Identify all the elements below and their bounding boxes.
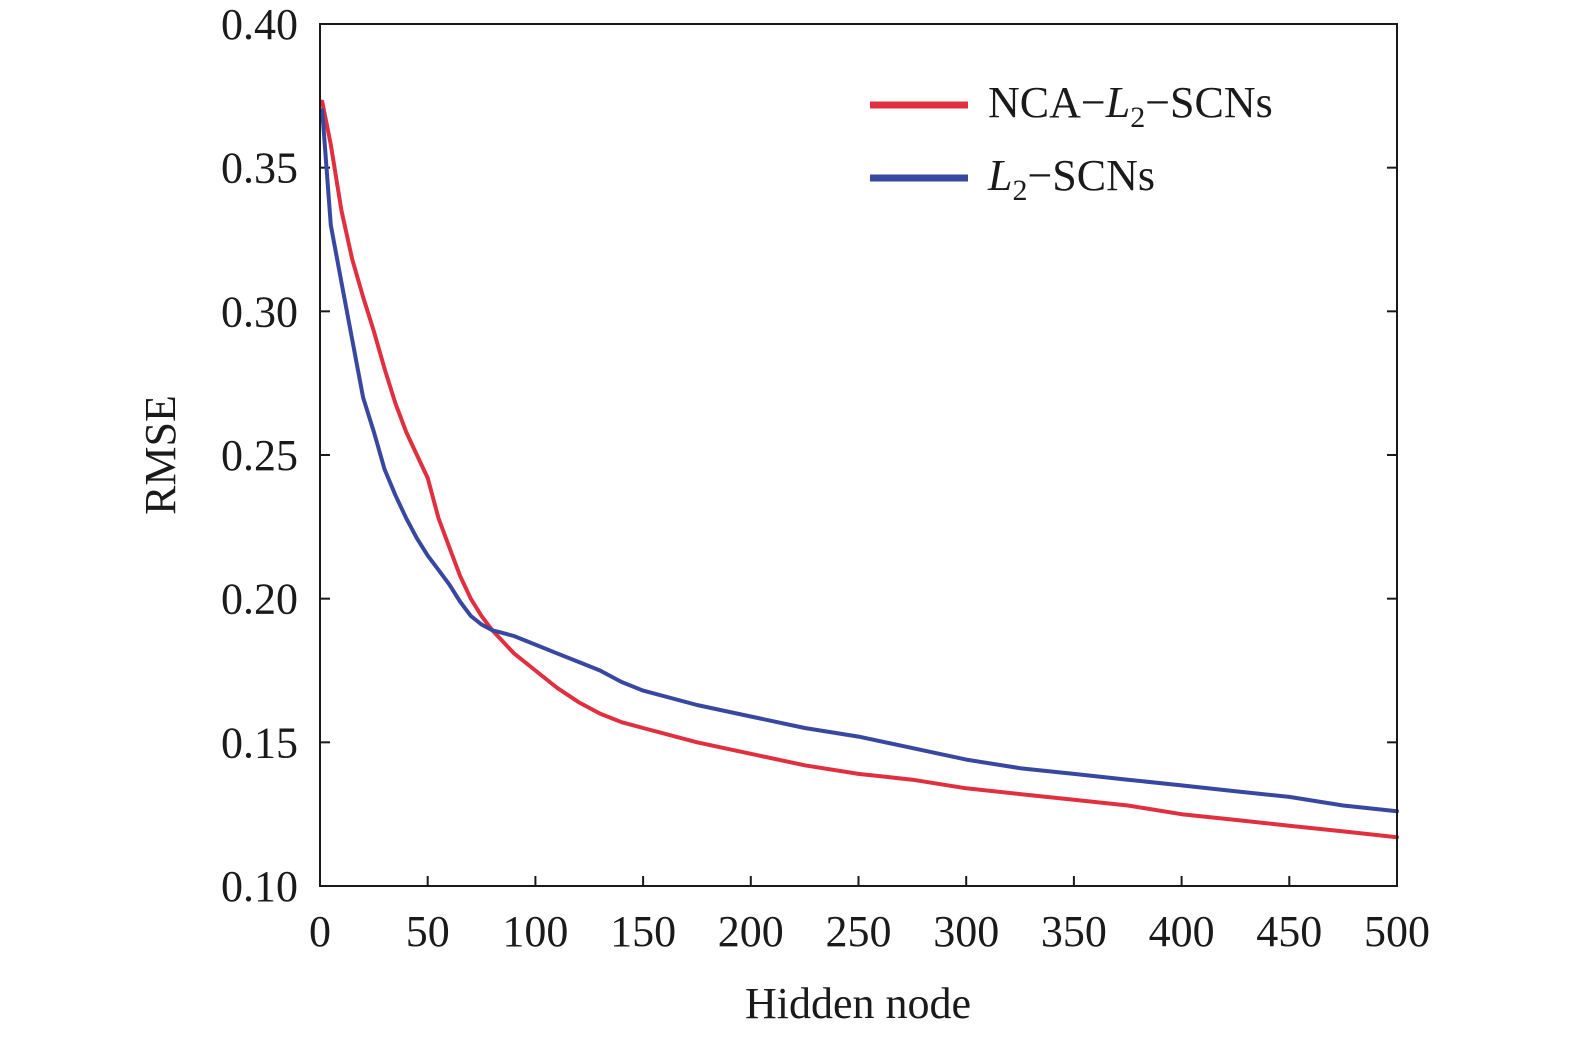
y-tick-label: 0.15 [221,718,298,767]
plot-frame [319,23,1398,887]
y-axis: 0.10 0.15 0.20 0.25 0.30 0.35 0.40 [221,0,1397,911]
x-tick-label: 150 [610,907,676,956]
x-tick-label: 200 [718,907,784,956]
x-tick-label: 50 [406,907,450,956]
x-tick-label: 400 [1149,907,1215,956]
x-tick-label: 450 [1256,907,1322,956]
legend-label-1: L2−SCNs [987,151,1155,207]
x-tick-label: 250 [826,907,892,956]
y-tick-label: 0.20 [221,575,298,624]
series-layer [320,99,1399,840]
legend: NCA−L2−SCNs L2−SCNs [870,78,1273,207]
y-tick-label: 0.25 [221,431,298,480]
x-tick-label: 300 [933,907,999,956]
y-tick-label: 0.10 [221,862,298,911]
x-axis-label: Hidden node [745,979,971,1028]
x-tick-label: 100 [502,907,568,956]
x-tick-label: 350 [1041,907,1107,956]
series-line-0 [320,99,1399,840]
x-tick-label: 0 [309,907,331,956]
series-line-1 [320,108,1399,814]
y-tick-label: 0.30 [221,287,298,336]
y-tick-label: 0.35 [221,144,298,193]
legend-label-0: NCA−L2−SCNs [988,78,1273,134]
y-tick-label: 0.40 [221,0,298,49]
y-axis-label: RMSE [136,395,185,515]
x-tick-label: 500 [1364,907,1430,956]
x-axis: 0 50 100 150 200 250 300 350 400 450 500 [309,876,1430,956]
